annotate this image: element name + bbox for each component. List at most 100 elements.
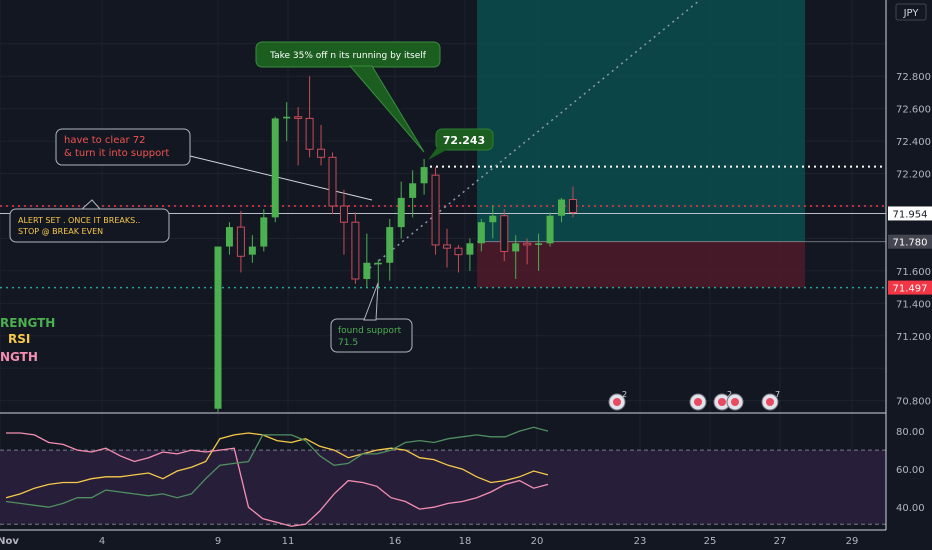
- event-icon-dot: [718, 398, 726, 406]
- candle-body: [225, 227, 233, 247]
- candle[interactable]: [363, 233, 371, 288]
- support-note-text: found support: [338, 326, 402, 336]
- time-tick-label: 29: [846, 536, 859, 547]
- candle[interactable]: [500, 209, 509, 262]
- candle-body: [271, 118, 279, 218]
- event-icons[interactable]: 2 2 7: [608, 390, 780, 411]
- take-profit-note-text: Take 35% off n its running by itself: [269, 51, 427, 61]
- price-tag[interactable]: [888, 206, 932, 221]
- candle[interactable]: [225, 222, 233, 255]
- take-profit-pointer: [348, 65, 425, 153]
- clear-72-note-text: & turn it into support: [64, 148, 169, 159]
- candle-body: [260, 217, 268, 247]
- annotations[interactable]: Take 35% off n its running by itself 72.2…: [0, 41, 494, 364]
- time-tick-label: 4: [99, 536, 105, 547]
- price-tick-label: 72.800: [896, 72, 931, 83]
- rsi-series-line[interactable]: [5, 426, 549, 508]
- candle[interactable]: [248, 235, 256, 263]
- rsi-series-line[interactable]: [5, 432, 549, 499]
- event-icon-count: 7: [775, 390, 780, 399]
- candle[interactable]: [386, 218, 394, 281]
- candle[interactable]: [236, 210, 245, 273]
- candle-body: [236, 226, 245, 257]
- alert-note-text: STOP @ BREAK EVEN: [18, 227, 103, 236]
- candle[interactable]: [328, 152, 337, 215]
- candle[interactable]: [535, 233, 543, 271]
- clear-72-note-text: have to clear 72: [64, 135, 146, 146]
- event-icon[interactable]: [689, 393, 707, 411]
- rsi-indicator-pane[interactable]: [0, 412, 886, 527]
- price-tick-label: 72.600: [896, 105, 931, 116]
- candle[interactable]: [214, 246, 222, 412]
- candle-body: [512, 243, 520, 252]
- time-tick-label: 16: [389, 536, 402, 547]
- candle[interactable]: [558, 197, 565, 223]
- time-axis-background: [0, 530, 932, 550]
- candle[interactable]: [546, 212, 554, 247]
- candle[interactable]: [454, 244, 463, 273]
- rsi-tick-label: 80.00: [896, 427, 925, 438]
- candle[interactable]: [568, 186, 577, 218]
- candle[interactable]: [305, 76, 314, 158]
- event-icon[interactable]: 2: [608, 390, 627, 411]
- candles[interactable]: [214, 76, 577, 412]
- event-icon-dot: [613, 398, 621, 406]
- target-price-text: 72.243: [443, 134, 485, 147]
- candle[interactable]: [283, 102, 291, 142]
- candle[interactable]: [420, 158, 428, 195]
- time-tick-label: 23: [634, 536, 647, 547]
- time-tick-label: 9: [215, 536, 221, 547]
- event-icon-count: 2: [622, 390, 627, 399]
- position-zones: [477, 0, 805, 288]
- event-icon[interactable]: [726, 393, 744, 411]
- legend-strength-2: NGTH: [0, 350, 38, 364]
- candle[interactable]: [317, 124, 326, 166]
- candle[interactable]: [339, 189, 348, 255]
- target-price-label[interactable]: [435, 128, 494, 151]
- event-icon-dot: [694, 398, 702, 406]
- currency-badge[interactable]: [895, 3, 927, 21]
- candle[interactable]: [271, 116, 279, 223]
- candle-body: [535, 243, 543, 245]
- candle[interactable]: [431, 167, 440, 255]
- price-tag-text: 71.497: [893, 284, 928, 295]
- candle[interactable]: [351, 212, 360, 284]
- candle[interactable]: [489, 206, 497, 239]
- event-icon-count: 2: [727, 390, 732, 399]
- event-icon[interactable]: 7: [761, 390, 780, 411]
- candle[interactable]: [466, 238, 474, 271]
- rsi-series-line[interactable]: [6, 432, 549, 527]
- candle[interactable]: [260, 209, 268, 252]
- price-tag[interactable]: [888, 234, 932, 249]
- price-tag[interactable]: [888, 280, 932, 295]
- candle-body: [397, 197, 405, 228]
- support-note-text: 71.5: [338, 338, 358, 348]
- price-tag-text: 71.954: [893, 209, 928, 220]
- candle-body: [523, 242, 532, 246]
- loss-zone[interactable]: [477, 241, 805, 288]
- alert-note[interactable]: [9, 208, 170, 243]
- candle[interactable]: [523, 238, 532, 265]
- event-icon-dot: [731, 398, 739, 406]
- currency-label: JPY: [903, 8, 920, 19]
- candle[interactable]: [443, 228, 451, 268]
- rsi-tick-label: 40.00: [896, 503, 925, 514]
- candle[interactable]: [477, 218, 485, 252]
- candle[interactable]: [374, 259, 382, 288]
- candle-body: [317, 148, 326, 158]
- candle[interactable]: [294, 107, 303, 166]
- candle[interactable]: [397, 181, 405, 239]
- time-tick-label: Nov: [0, 536, 19, 547]
- candle[interactable]: [409, 170, 417, 218]
- event-icon[interactable]: 2: [713, 390, 732, 411]
- candle-body: [420, 167, 428, 184]
- price-tag-text: 71.780: [893, 238, 928, 249]
- profit-zone[interactable]: [477, 0, 805, 242]
- support-pointer: [363, 282, 379, 321]
- clear-72-note[interactable]: [55, 128, 191, 166]
- candle[interactable]: [512, 235, 520, 279]
- candle-body: [386, 227, 394, 263]
- take-profit-note[interactable]: [255, 41, 441, 68]
